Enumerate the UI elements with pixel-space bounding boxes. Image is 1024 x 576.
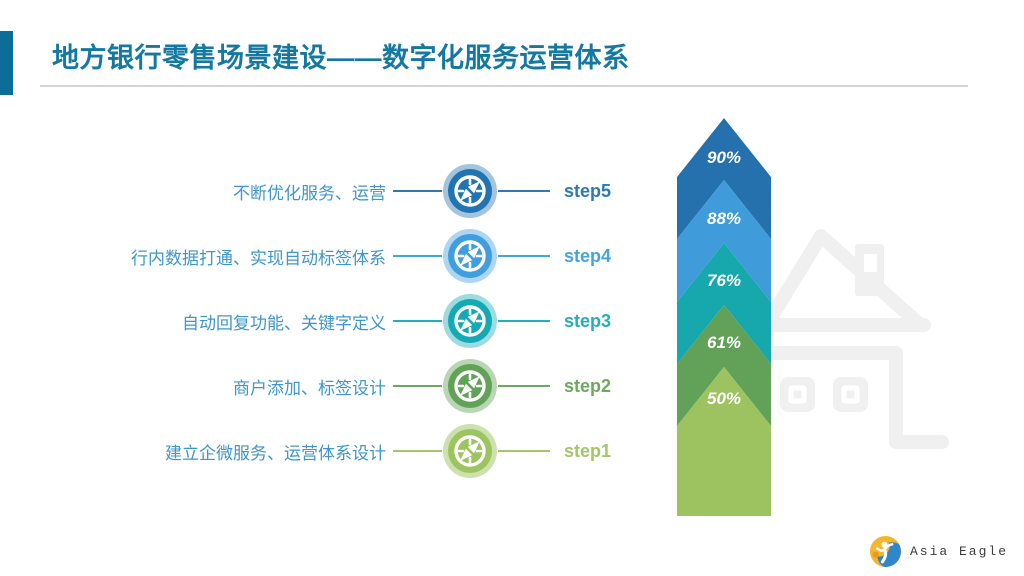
compass-icon [442, 358, 498, 414]
connector-line [393, 255, 442, 257]
compass-icon [442, 293, 498, 349]
connector-line [393, 190, 442, 192]
step-row-step4: 行内数据打通、实现自动标签体系 step4 [120, 228, 611, 284]
segment-value-label: 61% [707, 333, 741, 352]
step-name-label: step3 [564, 310, 612, 331]
step-row-step2: 商户添加、标签设计 step2 [120, 358, 611, 414]
chart-segment [677, 243, 771, 364]
brand-logo: Asia Eagle [869, 535, 1008, 568]
step-row-step3: 自动回复功能、关键字定义 step3 [120, 293, 611, 349]
chimney-notch [864, 254, 877, 272]
title-accent-bar [0, 31, 13, 95]
step-description: 商户添加、标签设计 [233, 378, 386, 398]
compass-icon [442, 163, 498, 219]
chevron-stack-chart: 90% 88% 76% 61% 50% [677, 118, 771, 516]
house-windows [780, 377, 868, 412]
segment-value-label: 88% [707, 209, 741, 228]
step-row-step5: 不断优化服务、运营 step5 [120, 163, 611, 219]
segment-value-label: 90% [707, 148, 741, 167]
compass-icon [442, 423, 498, 479]
page-title: 地方银行零售场景建设——数字化服务运营体系 [52, 43, 630, 73]
step-name-label: step5 [564, 180, 612, 201]
connector-line [498, 190, 550, 192]
step-description: 不断优化服务、运营 [233, 183, 386, 203]
chart-segment [677, 180, 771, 302]
segment-value-label: 50% [707, 389, 741, 408]
asia-eagle-logo-icon [870, 536, 901, 567]
chart-segment [677, 118, 771, 239]
compass-icon [442, 228, 498, 284]
chart-segment [677, 367, 771, 516]
segment-value-label: 76% [707, 271, 741, 290]
connector-line [498, 450, 550, 452]
step-description: 自动回复功能、关键字定义 [182, 313, 386, 333]
step-description: 建立企微服务、运营体系设计 [165, 443, 386, 463]
brand-name: Asia Eagle [909, 544, 1008, 559]
step-description: 行内数据打通、实现自动标签体系 [131, 248, 386, 268]
step-row-step1: 建立企微服务、运营体系设计 step1 [120, 423, 611, 479]
connector-line [498, 255, 550, 257]
connector-line [498, 320, 550, 322]
step-name-label: step2 [564, 375, 612, 396]
house-icon [758, 229, 949, 449]
connector-line [498, 385, 550, 387]
connector-line [393, 450, 442, 452]
connector-line [393, 385, 442, 387]
step-name-label: step1 [564, 440, 612, 461]
title-divider [40, 85, 968, 87]
chart-segment [677, 305, 771, 426]
connector-line [393, 320, 442, 322]
step-name-label: step4 [564, 245, 612, 266]
